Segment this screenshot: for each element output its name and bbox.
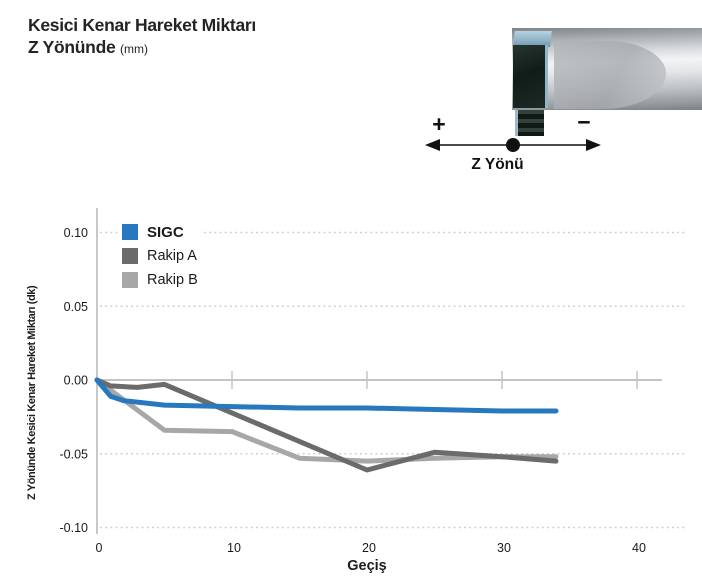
direction-arrow-icon xyxy=(425,138,601,152)
y-tick-label: 0.05 xyxy=(64,300,88,314)
series-line-sigc xyxy=(94,377,559,414)
chart-title: Kesici Kenar Hareket Miktarı Z Yönünde (… xyxy=(28,14,256,60)
chart-legend: SIGC Rakip A Rakip B xyxy=(118,218,204,294)
cutting-insert-lower xyxy=(515,110,544,136)
minus-sign: − xyxy=(577,109,591,135)
x-tick-label: 10 xyxy=(227,541,241,555)
cutting-insert xyxy=(513,45,548,108)
series-line-rakip-b xyxy=(94,377,559,464)
plus-sign: + xyxy=(432,111,446,137)
line-chart: 0.10 0.05 0.00 -0.05 -0.10 0 10 20 30 40 xyxy=(60,208,686,555)
legend-item-rakip-a: Rakip A xyxy=(122,244,198,268)
x-tick-label: 30 xyxy=(497,541,511,555)
chart-title-unit: (mm) xyxy=(119,42,148,56)
chart-title-line1: Kesici Kenar Hareket Miktarı xyxy=(28,15,256,35)
x-tick-label: 0 xyxy=(96,541,103,555)
chart-title-line2: Z Yönünde (mm) xyxy=(28,37,148,57)
direction-axis-label: Z Yönü xyxy=(471,156,524,173)
y-tick-label: -0.05 xyxy=(60,447,89,461)
x-tick-label: 20 xyxy=(362,541,376,555)
legend-label-rakip-a: Rakip A xyxy=(147,248,197,264)
legend-swatch-rakip-a xyxy=(122,248,138,264)
legend-item-rakip-b: Rakip B xyxy=(122,268,198,292)
legend-label-sigc: SIGC xyxy=(147,223,184,241)
legend-swatch-sigc xyxy=(122,224,138,240)
legend-label-rakip-b: Rakip B xyxy=(147,272,198,288)
series-line-rakip-a xyxy=(94,377,559,473)
y-tick-label: -0.10 xyxy=(60,521,89,535)
x-axis-title: Geçiş xyxy=(347,558,387,574)
y-tick-label: 0.10 xyxy=(64,226,88,240)
tool-photo-image xyxy=(512,28,702,110)
legend-swatch-rakip-b xyxy=(122,272,138,288)
legend-item-sigc: SIGC xyxy=(122,220,198,244)
y-tick-label: 0.00 xyxy=(64,374,88,388)
tool-brazed-region xyxy=(554,41,666,109)
x-tick-label: 40 xyxy=(632,541,646,555)
